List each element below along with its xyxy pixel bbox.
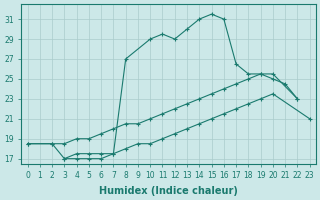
X-axis label: Humidex (Indice chaleur): Humidex (Indice chaleur) <box>99 186 238 196</box>
